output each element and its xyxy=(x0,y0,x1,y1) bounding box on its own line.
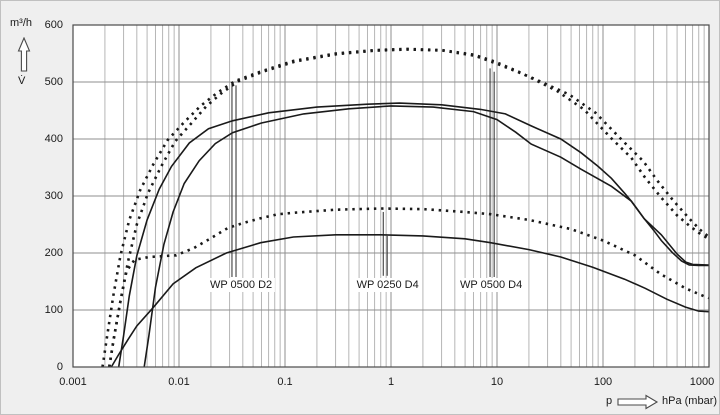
y-tick-label: 600 xyxy=(44,19,63,31)
y-axis-symbol-label: V̇ xyxy=(18,75,26,87)
x-tick-label: 1000 xyxy=(689,376,715,388)
y-tick-label: 400 xyxy=(44,133,63,145)
x-tick-label: 0.01 xyxy=(168,376,190,388)
x-tick-label: 0.001 xyxy=(59,376,87,388)
x-axis-unit-label: hPa (mbar) xyxy=(662,395,718,407)
curve-wp-0250-d4-dotted xyxy=(108,207,709,367)
y-axis-unit-label: m³/h xyxy=(10,17,32,29)
x-tick-label: 10 xyxy=(490,376,504,388)
y-tick-label: 500 xyxy=(44,76,63,88)
curve-wp-0500-d2-solid xyxy=(117,102,709,367)
plot-border xyxy=(72,24,710,368)
up-arrow-icon xyxy=(17,37,31,72)
curve-wp-0500-d4-dotted xyxy=(108,48,709,367)
x-axis-symbol-label: p xyxy=(606,395,613,407)
curve-label: WP 0250 D4 xyxy=(353,277,422,292)
y-tick-label: 200 xyxy=(44,247,63,259)
y-tick-label: 0 xyxy=(56,361,63,373)
x-tick-label: 100 xyxy=(593,376,613,388)
curve-label: WP 0500 D2 xyxy=(206,277,276,292)
curve-wp-0500-d2-dotted xyxy=(101,47,709,367)
curve-wp-0500-d4-solid xyxy=(143,105,709,367)
y-tick-label: 100 xyxy=(44,304,63,316)
x-tick-label: 0.1 xyxy=(277,376,293,388)
curve-label: WP 0500 D4 xyxy=(457,277,526,292)
curve-wp-0250-d4-solid xyxy=(110,234,709,367)
x-tick-label: 1 xyxy=(387,376,395,388)
right-arrow-icon xyxy=(617,394,659,410)
y-tick-label: 300 xyxy=(44,190,63,202)
